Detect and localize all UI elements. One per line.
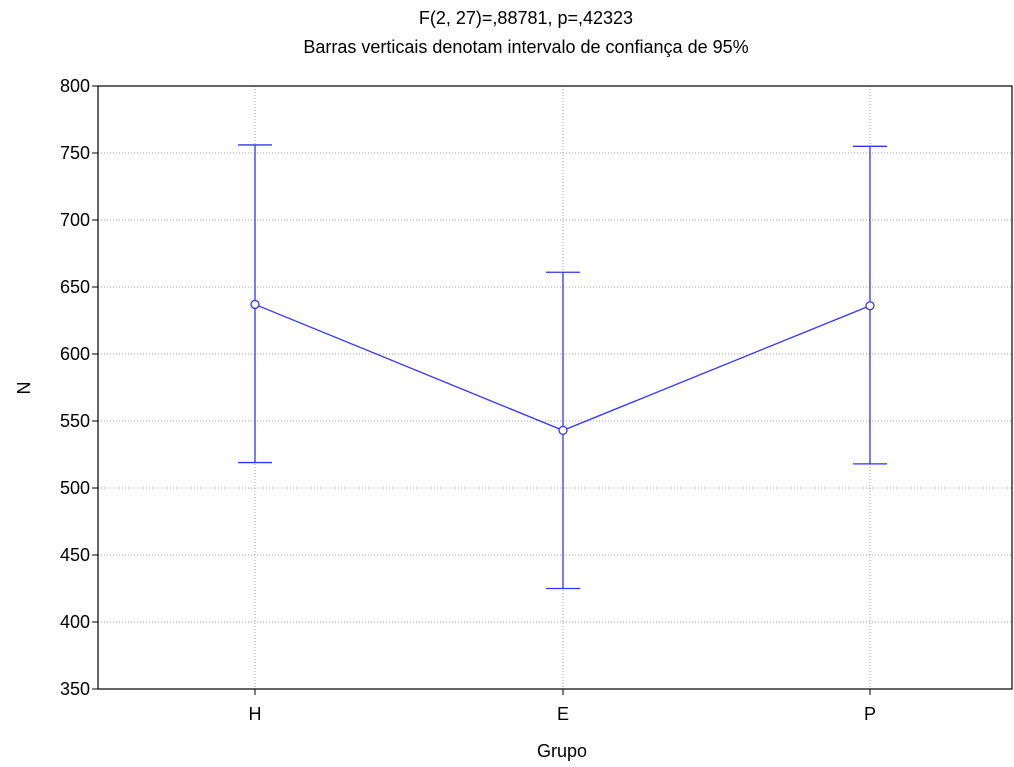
y-tick-label: 400 — [60, 612, 90, 632]
y-tick-label: 750 — [60, 143, 90, 163]
x-tick-label: P — [864, 704, 876, 724]
y-tick-label: 700 — [60, 210, 90, 230]
y-axis-label: N — [14, 382, 34, 395]
y-tick-label: 650 — [60, 277, 90, 297]
series-layer — [238, 144, 887, 590]
x-axis-label: Grupo — [537, 741, 587, 761]
y-tick-label: 800 — [60, 76, 90, 96]
y-tick-label: 350 — [60, 679, 90, 699]
grid-layer — [98, 86, 1012, 689]
y-tick-label: 450 — [60, 545, 90, 565]
ticks-layer: 350 400 450 500 550 600 650 700 750 800 H E P — [60, 76, 876, 724]
chart-subtitle: Barras verticais denotam intervalo de co… — [303, 37, 748, 57]
chart-title: F(2, 27)=,88781, p=,42323 — [419, 8, 633, 28]
y-tick-label: 550 — [60, 411, 90, 431]
y-tick-label: 500 — [60, 478, 90, 498]
x-tick-label: E — [557, 704, 569, 724]
plot-frame — [97, 85, 1013, 690]
data-point — [558, 425, 568, 436]
x-tick-label: H — [249, 704, 262, 724]
data-point — [250, 299, 260, 310]
data-point — [865, 301, 875, 311]
y-tick-label: 600 — [60, 344, 90, 364]
